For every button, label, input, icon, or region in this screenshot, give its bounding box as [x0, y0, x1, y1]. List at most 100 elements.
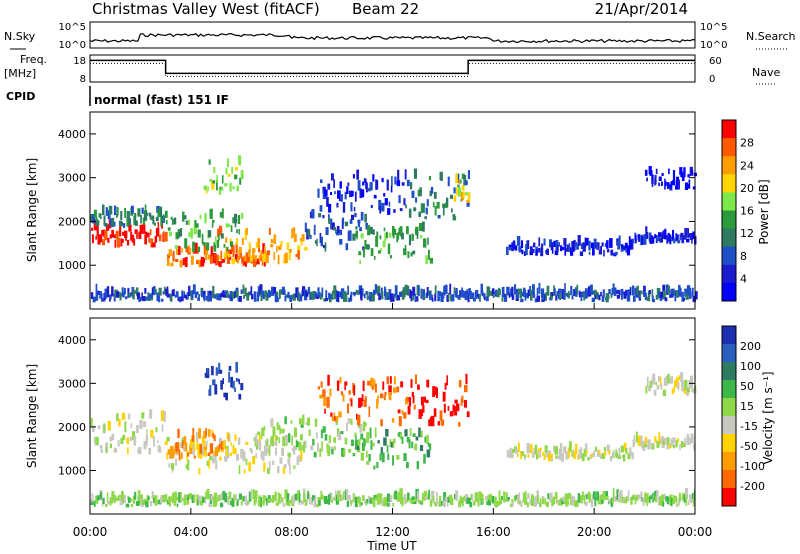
heatmap-cell — [390, 293, 394, 302]
heatmap-cell — [458, 187, 462, 197]
heatmap-cell — [215, 461, 218, 470]
nsky-trace — [89, 32, 696, 44]
heatmap-cell — [225, 447, 228, 457]
heatmap-cell — [244, 495, 248, 505]
heatmap-cell — [267, 468, 270, 474]
heatmap-cell — [362, 181, 365, 186]
heatmap-cell — [270, 497, 273, 503]
heatmap-cell — [425, 495, 428, 500]
heatmap-cell — [357, 414, 361, 426]
heatmap-cell — [613, 496, 618, 502]
heatmap-cell — [191, 290, 194, 299]
heatmap-cell — [352, 233, 356, 241]
heatmap-cell — [251, 294, 254, 300]
heatmap-cell — [170, 463, 175, 470]
heatmap-cell — [233, 448, 237, 454]
heatmap-cell — [198, 294, 200, 301]
heatmap-cell — [691, 235, 693, 244]
heatmap-cell — [408, 439, 411, 449]
heatmap-cell — [346, 186, 349, 194]
heatmap-cell — [400, 496, 403, 505]
heatmap-cell — [116, 237, 120, 248]
heatmap-cell — [414, 498, 418, 502]
heatmap-cell — [459, 495, 462, 504]
heatmap-cell — [449, 194, 453, 199]
heatmap-cell — [371, 386, 375, 390]
heatmap-cell — [616, 289, 619, 295]
heatmap-cell — [444, 496, 448, 502]
heatmap-cell — [406, 226, 409, 235]
heatmap-cell — [340, 431, 344, 435]
heatmap-cell — [427, 237, 429, 245]
x-tick-label: 04:00 — [174, 525, 209, 539]
heatmap-cell — [658, 176, 662, 181]
heatmap-cell — [484, 297, 486, 301]
colorbar-swatch — [722, 488, 736, 507]
heatmap-cell — [381, 499, 385, 506]
heatmap-cell — [449, 494, 453, 501]
heatmap-cell — [550, 242, 554, 251]
heatmap-cell — [369, 292, 373, 302]
heatmap-cell — [582, 491, 584, 501]
heatmap-cell — [230, 225, 233, 232]
heatmap-cell — [293, 233, 297, 242]
heatmap-cell — [529, 498, 532, 505]
heatmap-cell — [444, 382, 447, 390]
heatmap-cell — [254, 260, 257, 266]
heatmap-cell — [290, 499, 293, 504]
heatmap-cell — [206, 488, 210, 500]
heatmap-cell — [660, 436, 664, 444]
heatmap-cell — [97, 425, 101, 430]
heatmap-cell — [374, 383, 377, 393]
heatmap-cell — [616, 295, 620, 299]
heatmap-cell — [118, 418, 121, 427]
heatmap-cell — [394, 176, 397, 185]
heatmap-cell — [184, 238, 188, 249]
heatmap-cell — [198, 468, 201, 475]
heatmap-cell — [408, 498, 411, 502]
heatmap-cell — [130, 423, 133, 429]
heatmap-cell — [208, 459, 211, 469]
colorbar-frame — [721, 119, 737, 302]
heatmap-cell — [480, 283, 483, 295]
colorbar-tick-label: -15 — [740, 420, 758, 433]
heatmap-cell — [215, 367, 218, 376]
heatmap-cell — [672, 229, 675, 240]
heatmap-cell — [643, 291, 646, 297]
heatmap-cell — [252, 248, 255, 259]
heatmap-cell — [679, 495, 682, 501]
heatmap-cell — [260, 497, 263, 508]
heatmap-cell — [91, 493, 94, 503]
heatmap-cell — [578, 449, 581, 459]
heatmap-cell — [543, 238, 546, 246]
heatmap-cell — [594, 289, 597, 298]
heatmap-cell — [685, 495, 688, 506]
heatmap-cell — [644, 492, 646, 503]
heatmap-cell — [667, 496, 671, 502]
heatmap-cell — [258, 495, 262, 505]
heatmap-cell — [428, 489, 430, 499]
heatmap-cell — [556, 291, 559, 296]
heatmap-cell — [360, 211, 364, 221]
heatmap-cell — [130, 504, 134, 508]
heatmap-cell — [164, 231, 168, 242]
heatmap-cell — [300, 449, 303, 461]
heatmap-cell — [245, 501, 249, 506]
heatmap-cell — [643, 444, 647, 448]
heatmap-cell — [598, 250, 602, 255]
heatmap-cell — [662, 284, 666, 295]
heatmap-cell — [257, 431, 261, 435]
heatmap-cell — [111, 433, 115, 441]
heatmap-cell — [272, 495, 276, 500]
heatmap-cell — [141, 499, 146, 505]
heatmap-cell — [373, 465, 376, 470]
heatmap-cell — [529, 444, 533, 454]
heatmap-cell — [363, 422, 367, 427]
heatmap-cell — [561, 499, 565, 504]
heatmap-cell — [165, 493, 168, 502]
heatmap-cell — [255, 453, 257, 459]
velocity-ylabel: Slant Range [km] — [25, 364, 39, 468]
heatmap-cell — [516, 288, 519, 299]
heatmap-cell — [452, 404, 455, 412]
heatmap-cell — [631, 452, 634, 460]
